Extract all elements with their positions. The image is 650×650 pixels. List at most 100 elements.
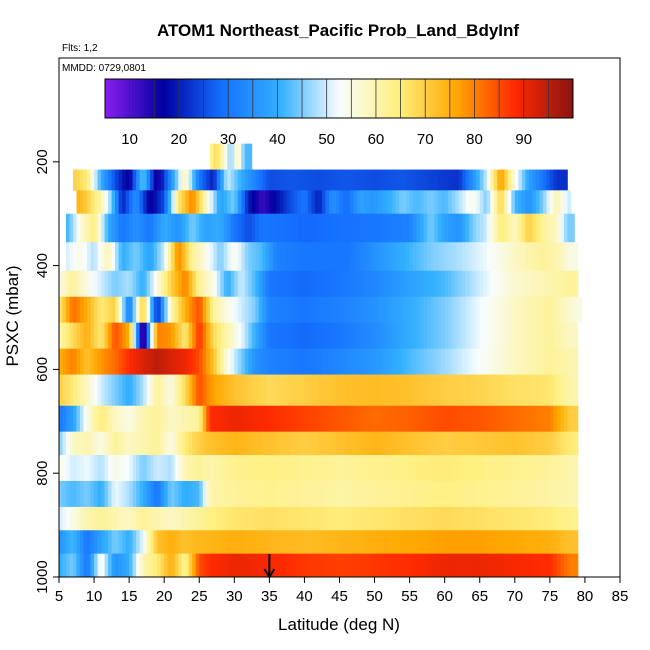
heatmap-cell-2 bbox=[472, 190, 477, 215]
heatmap-cell-15 bbox=[87, 530, 91, 555]
heatmap-cell-2 bbox=[346, 190, 351, 215]
heatmap-cell-1 bbox=[346, 169, 351, 191]
heatmap-cell-14 bbox=[111, 506, 116, 531]
heatmap-cell-12 bbox=[560, 455, 565, 482]
x-tick-label: 70 bbox=[506, 588, 523, 605]
heatmap-cell-3 bbox=[272, 213, 277, 243]
colorbar-segment bbox=[233, 79, 236, 118]
heatmap-cell-6 bbox=[59, 296, 63, 324]
heatmap-cell-8 bbox=[500, 348, 505, 375]
heatmap-cell-1 bbox=[549, 169, 554, 191]
heatmap-cell-12 bbox=[504, 455, 509, 482]
heatmap-cell-1 bbox=[122, 169, 127, 191]
heatmap-cell-16 bbox=[549, 553, 554, 578]
heatmap-cell-7 bbox=[371, 322, 375, 350]
heatmap-cell-6 bbox=[164, 296, 169, 324]
heatmap-cell-1 bbox=[178, 169, 183, 191]
colorbar-segment bbox=[289, 79, 293, 118]
heatmap-cell-7 bbox=[87, 322, 91, 350]
colorbar-segment bbox=[129, 79, 133, 118]
heatmap-cell-14 bbox=[314, 506, 319, 531]
heatmap-cell-15 bbox=[497, 530, 502, 555]
heatmap-cell-4 bbox=[122, 242, 127, 272]
heatmap-cell-5 bbox=[244, 270, 249, 298]
heatmap-cell-12 bbox=[157, 455, 162, 482]
heatmap-cell-7 bbox=[500, 322, 505, 350]
heatmap-cell-9 bbox=[364, 374, 368, 407]
heatmap-cell-15 bbox=[458, 530, 463, 555]
heatmap-cell-15 bbox=[328, 530, 333, 555]
heatmap-cell-8 bbox=[521, 348, 526, 375]
heatmap-cell-13 bbox=[350, 480, 354, 508]
heatmap-cell-4 bbox=[307, 242, 312, 272]
heatmap-cell-13 bbox=[479, 480, 484, 508]
heatmap-cell-15 bbox=[269, 530, 274, 555]
heatmap-cell-13 bbox=[160, 480, 165, 508]
heatmap-cell-1 bbox=[248, 169, 253, 191]
heatmap-cell-10 bbox=[335, 405, 340, 433]
heatmap-cell-11 bbox=[441, 431, 446, 456]
heatmap-cell-4 bbox=[129, 242, 134, 272]
heatmap-cell-1 bbox=[167, 169, 172, 191]
heatmap-cell-3 bbox=[374, 213, 379, 243]
colorbar-segment bbox=[437, 79, 441, 118]
heatmap-cell-13 bbox=[500, 480, 505, 508]
heatmap-cell-4 bbox=[265, 242, 270, 272]
heatmap-cell-16 bbox=[553, 553, 558, 578]
heatmap-cell-14 bbox=[539, 506, 544, 531]
heatmap-cell-11 bbox=[185, 431, 190, 456]
heatmap-cell-15 bbox=[90, 530, 95, 555]
heatmap-cell-7 bbox=[244, 322, 249, 350]
heatmap-cell-9 bbox=[332, 374, 337, 407]
heatmap-cell-5 bbox=[216, 270, 221, 298]
heatmap-cell-12 bbox=[115, 455, 120, 482]
heatmap-cell-5 bbox=[314, 270, 319, 298]
heatmap-cell-16 bbox=[234, 553, 239, 578]
heatmap-cell-11 bbox=[286, 431, 291, 456]
heatmap-cell-10 bbox=[265, 405, 270, 433]
heatmap-cell-7 bbox=[311, 322, 316, 350]
heatmap-cell-1 bbox=[94, 169, 98, 191]
heatmap-cell-14 bbox=[304, 506, 309, 531]
heatmap-cell-5 bbox=[388, 270, 393, 298]
heatmap-cell-16 bbox=[413, 553, 418, 578]
heatmap-cell-8 bbox=[493, 348, 498, 375]
heatmap-cell-11 bbox=[101, 431, 105, 456]
heatmap-cell-1 bbox=[76, 169, 81, 191]
colorbar-segment bbox=[395, 79, 399, 118]
heatmap-cell-10 bbox=[209, 405, 214, 433]
heatmap-cell-11 bbox=[111, 431, 116, 456]
heatmap-cell-15 bbox=[420, 530, 425, 555]
heatmap-cell-6 bbox=[518, 296, 523, 324]
heatmap-cell-9 bbox=[101, 374, 105, 407]
heatmap-cell-15 bbox=[202, 530, 207, 555]
colorbar-tick-label: 10 bbox=[121, 131, 138, 148]
heatmap-cell-1 bbox=[192, 169, 197, 191]
colorbar-segment bbox=[536, 79, 539, 118]
heatmap-cell-8 bbox=[381, 348, 386, 375]
heatmap-cell-11 bbox=[269, 431, 274, 456]
heatmap-cell-3 bbox=[371, 213, 375, 243]
heatmap-cell-3 bbox=[570, 213, 575, 243]
heatmap-cell-5 bbox=[570, 270, 575, 298]
heatmap-cell-9 bbox=[521, 374, 526, 407]
heatmap-cell-3 bbox=[188, 213, 193, 243]
heatmap-cell-6 bbox=[535, 296, 540, 324]
heatmap-cell-13 bbox=[80, 480, 84, 508]
heatmap-cell-7 bbox=[360, 322, 365, 350]
heatmap-cell-8 bbox=[367, 348, 372, 375]
heatmap-cell-2 bbox=[83, 190, 88, 215]
heatmap-cell-6 bbox=[181, 296, 186, 324]
heatmap-cell-3 bbox=[80, 213, 84, 243]
heatmap-cell-14 bbox=[378, 506, 382, 531]
heatmap-cell-11 bbox=[444, 431, 449, 456]
y-tick-label: 400 bbox=[34, 253, 51, 278]
colorbar-segment bbox=[117, 79, 121, 118]
heatmap-cell-7 bbox=[458, 322, 463, 350]
heatmap-cell-8 bbox=[476, 348, 481, 375]
heatmap-cell-15 bbox=[325, 530, 330, 555]
colorbar-segment bbox=[540, 79, 544, 118]
heatmap-cell-4 bbox=[234, 242, 239, 272]
heatmap-cell-6 bbox=[402, 296, 407, 324]
heatmap-cell-16 bbox=[199, 553, 204, 578]
